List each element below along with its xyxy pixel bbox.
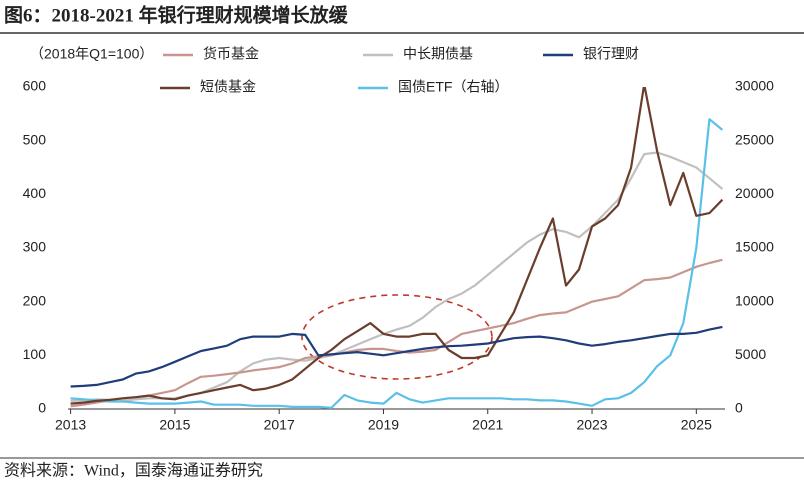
y2-tick-label: 5000 (735, 346, 766, 362)
y2-tick-label: 20000 (735, 185, 774, 201)
y-tick-label: 100 (23, 346, 47, 362)
chart-title: 图6：2018-2021 年银行理财规模增长放缓 (4, 3, 349, 26)
series-line (70, 258, 723, 408)
y2-tick-label: 30000 (735, 78, 774, 94)
highlight-ellipse (301, 294, 493, 380)
series-line (70, 325, 723, 388)
y-tick-label: 0 (38, 400, 46, 416)
x-tick-label: 2015 (159, 417, 190, 433)
x-tick-label: 2025 (681, 417, 712, 433)
x-tick-label: 2019 (368, 417, 399, 433)
y-tick-label: 300 (23, 239, 47, 255)
x-tick-label: 2021 (472, 417, 503, 433)
legend-label: 国债ETF（右轴） (398, 79, 508, 95)
y-tick-label: 500 (23, 131, 47, 147)
y-tick-label: 600 (23, 78, 47, 94)
y2-tick-label: 0 (735, 400, 743, 416)
subtitle: （2018年Q1=100） (30, 46, 153, 62)
y2-tick-label: 10000 (735, 292, 774, 308)
series-line (70, 118, 724, 409)
legend-label: 短债基金 (200, 79, 256, 95)
x-tick-label: 2017 (264, 417, 295, 433)
y-tick-label: 400 (23, 185, 47, 201)
legend-label: 银行理财 (583, 46, 639, 62)
x-tick-label: 2023 (576, 417, 607, 433)
plot-area (70, 87, 724, 409)
legend-label: 货币基金 (203, 46, 259, 62)
series-line (70, 87, 724, 405)
x-tick-label: 2013 (55, 417, 86, 433)
y2-tick-label: 25000 (735, 131, 774, 147)
source: 资料来源：Wind，国泰海通证券研究 (4, 462, 263, 480)
y2-tick-label: 15000 (735, 239, 774, 255)
legend-label: 中长期债基 (403, 46, 473, 62)
y-tick-label: 200 (23, 292, 47, 308)
